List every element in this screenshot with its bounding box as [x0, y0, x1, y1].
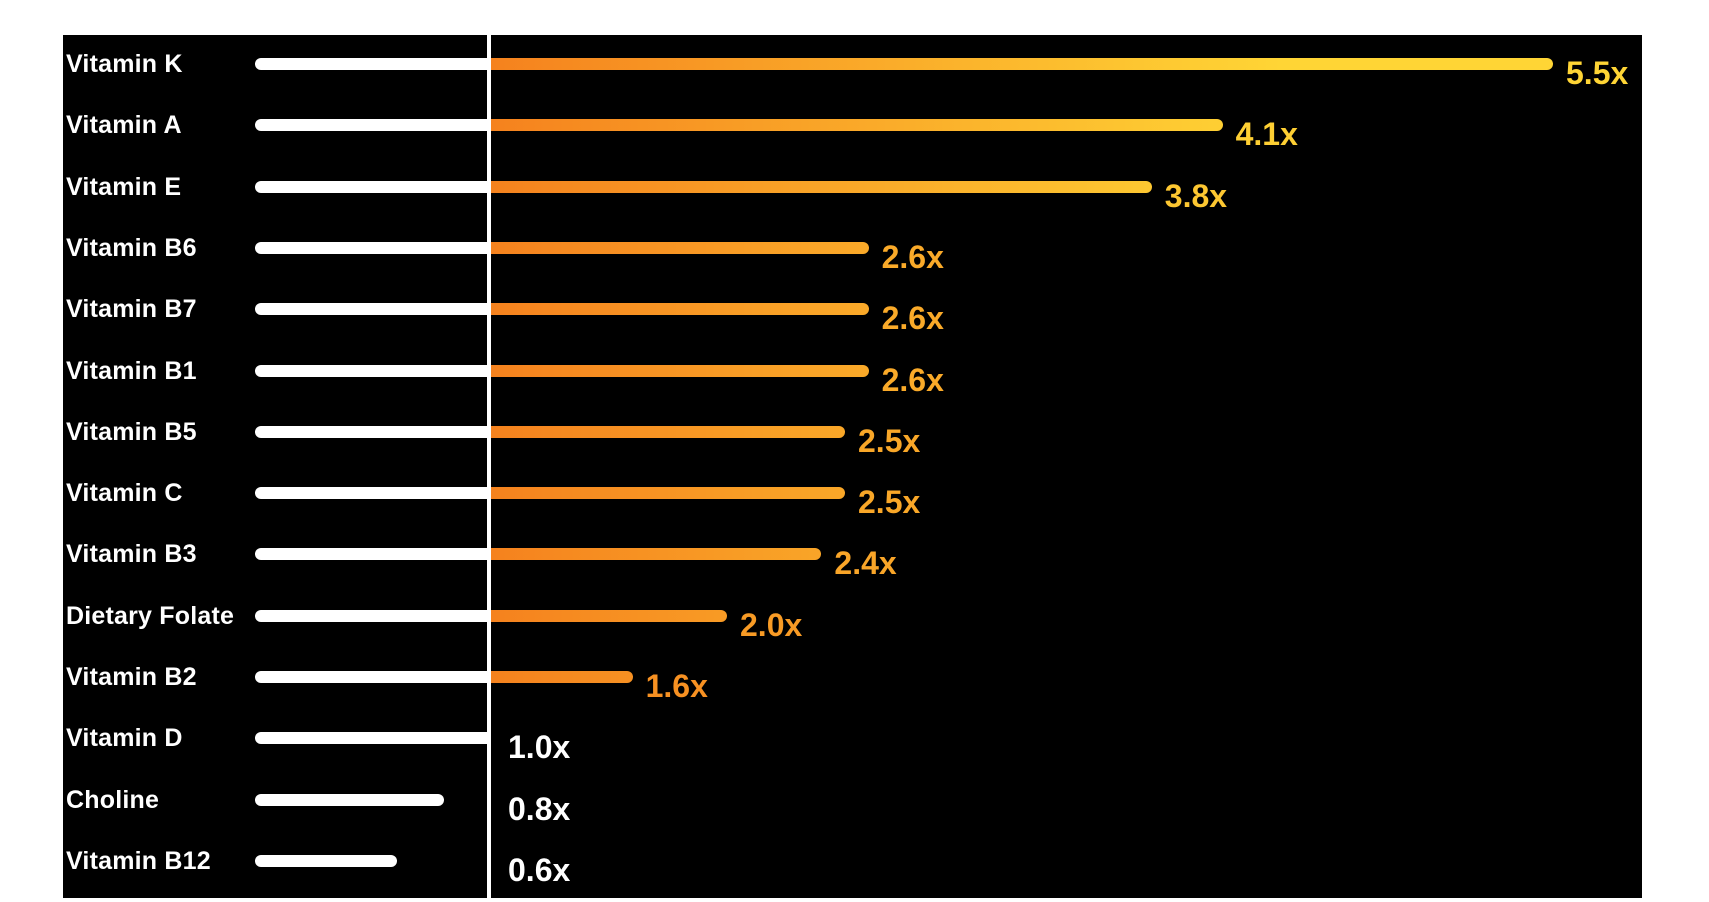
bar-excess-segment: [491, 303, 869, 316]
category-label: Vitamin B7: [66, 295, 197, 324]
category-label: Vitamin K: [66, 50, 183, 78]
category-label: Choline: [66, 785, 160, 814]
chart-row: Vitamin B1 2.6x: [63, 35, 1642, 898]
chart-row: Vitamin B7 2.6x: [63, 35, 1642, 898]
value-label: 2.6x: [881, 238, 944, 275]
bar-excess-segment: [491, 425, 845, 438]
bar-base-segment: [255, 58, 491, 70]
value-label: 2.5x: [858, 484, 921, 521]
chart-row: Vitamin B5 2.5x: [63, 35, 1642, 898]
bar-base-segment: [255, 854, 397, 867]
value-label: 1.6x: [645, 668, 708, 704]
value-label: 2.6x: [881, 300, 944, 337]
category-label: Vitamin B2: [66, 663, 197, 691]
bar-base-segment: [255, 180, 491, 193]
chart-row: Vitamin C 2.5x: [63, 35, 1642, 898]
value-label: 2.4x: [834, 545, 897, 582]
value-label: 2.5x: [858, 422, 921, 459]
category-label: Vitamin B3: [66, 540, 197, 569]
bar-excess-segment: [491, 180, 1152, 193]
value-label: 4.1x: [1235, 116, 1298, 153]
chart-row: Vitamin B3 2.4x: [63, 35, 1642, 898]
chart-row: Dietary Folate 2.0x: [63, 35, 1642, 898]
chart-row: Vitamin B12 0.6x: [63, 35, 1642, 898]
value-label: 2.0x: [740, 606, 803, 643]
value-label: 5.5x: [1566, 55, 1629, 91]
category-label: Vitamin B1: [66, 356, 197, 385]
chart-row: Vitamin B6 2.6x: [63, 35, 1642, 898]
bar-base-segment: [255, 487, 491, 500]
bar-base-segment: [255, 119, 491, 132]
category-label: Vitamin B12: [66, 846, 211, 875]
category-label: Vitamin B5: [66, 417, 197, 446]
bar-base-segment: [255, 732, 491, 745]
bar-base-segment: [255, 241, 491, 254]
bar-excess-segment: [491, 58, 1553, 70]
bar-excess-segment: [491, 671, 633, 683]
chart-row: Vitamin B2 1.6x: [63, 35, 1642, 898]
baseline-reference-line: [487, 35, 491, 898]
bar-excess-segment: [491, 241, 869, 254]
bar-excess-segment: [491, 548, 822, 561]
bar-base-segment: [255, 303, 491, 316]
chart-row: Vitamin D 1.0x: [63, 35, 1642, 898]
bar-base-segment: [255, 793, 444, 806]
value-label: 2.6x: [881, 361, 944, 398]
bar-base-segment: [255, 671, 491, 683]
bar-excess-segment: [491, 609, 727, 622]
bar-base-segment: [255, 364, 491, 377]
value-label: 1.0x: [508, 729, 571, 766]
bar-excess-segment: [491, 119, 1223, 132]
category-label: Vitamin B6: [66, 233, 197, 262]
chart-row: Choline 0.8x: [63, 35, 1642, 898]
category-label: Vitamin C: [66, 479, 183, 508]
category-label: Dietary Folate: [66, 601, 235, 630]
category-label: Vitamin E: [66, 172, 182, 201]
category-label: Vitamin A: [66, 111, 182, 140]
chart-row: Vitamin E 3.8x: [63, 35, 1642, 898]
bar-base-segment: [255, 609, 491, 622]
chart-panel: Vitamin K 5.5x Vitamin A 4.1x Vitamin E 3.8x V…: [63, 35, 1642, 898]
value-label: 3.8x: [1164, 177, 1228, 214]
value-label: 0.6x: [508, 851, 571, 888]
chart-row: Vitamin K 5.5x: [63, 35, 1642, 898]
value-label: 0.8x: [508, 790, 571, 827]
category-label: Vitamin D: [66, 724, 183, 753]
bar-base-segment: [255, 425, 491, 438]
bar-excess-segment: [491, 487, 845, 500]
bar-base-segment: [255, 548, 491, 561]
chart-row: Vitamin A 4.1x: [63, 35, 1642, 898]
bar-excess-segment: [491, 364, 869, 377]
